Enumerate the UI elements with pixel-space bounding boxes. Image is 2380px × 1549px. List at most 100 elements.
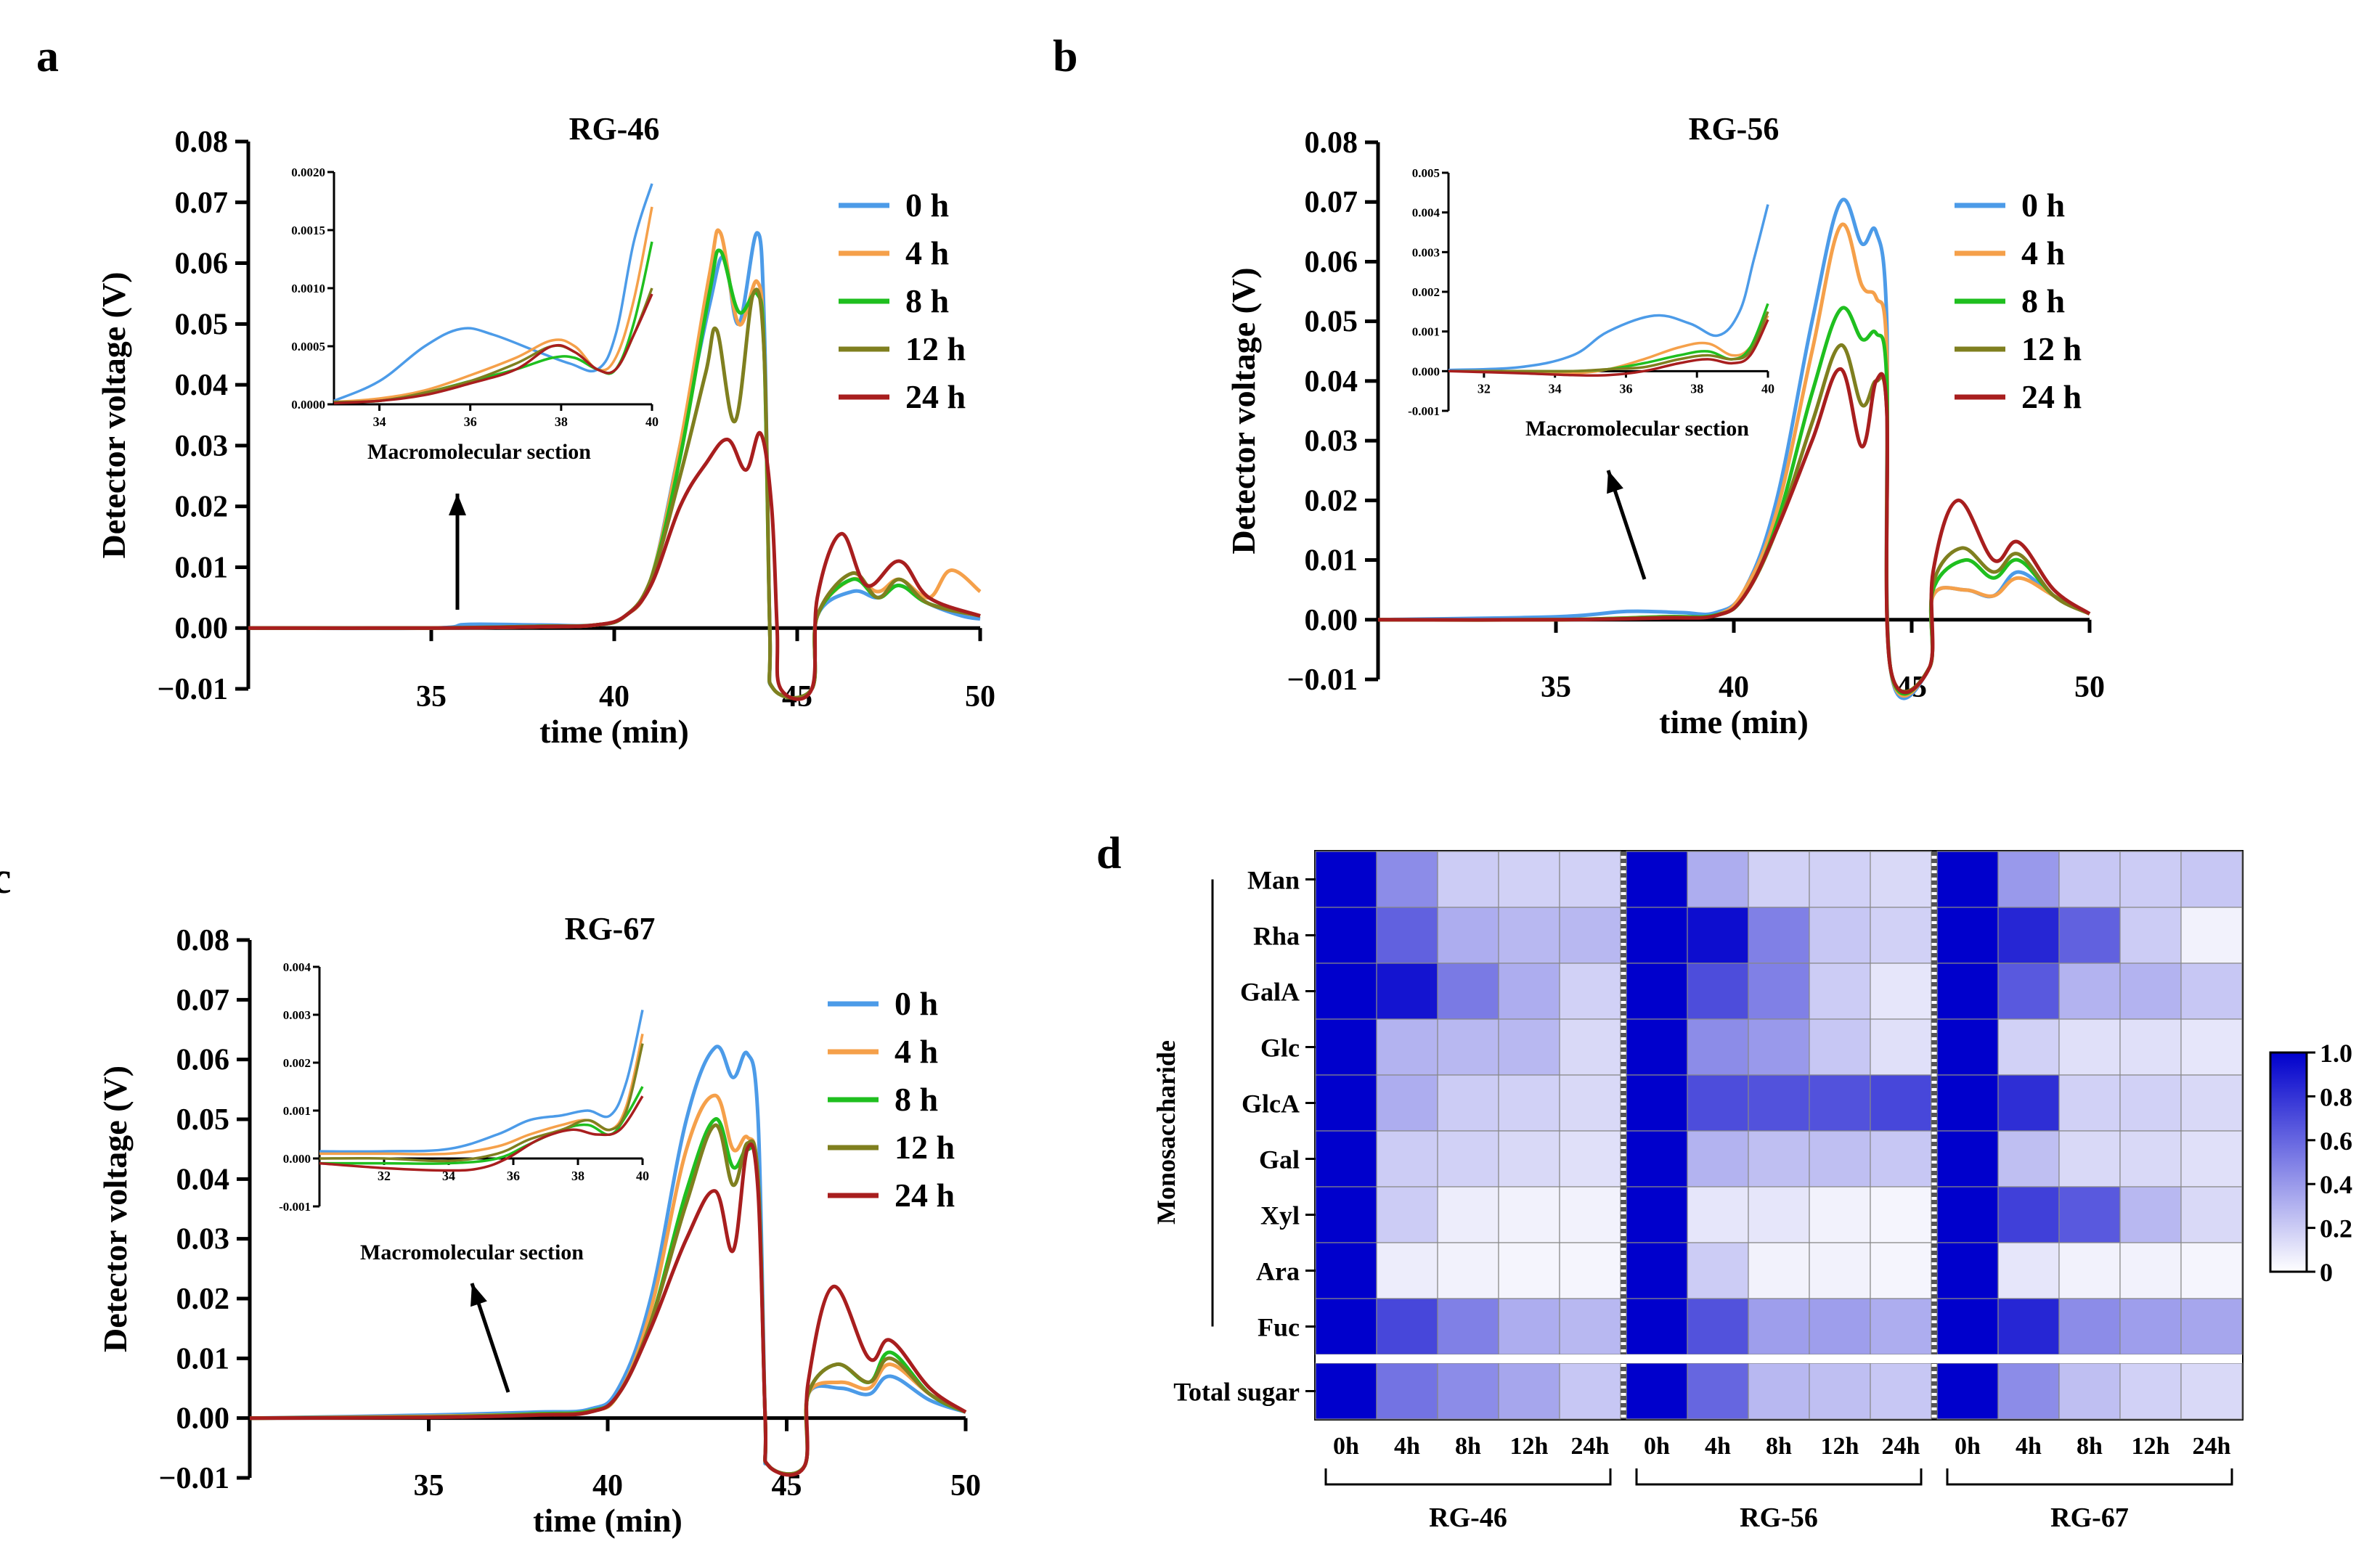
heatmap-cell	[1936, 1074, 1999, 1132]
panel-b-xlabel: time (min)	[1659, 703, 1809, 740]
heatmap-cell	[2180, 907, 2243, 964]
heatmap-cell	[1376, 1242, 1438, 1299]
heatmap-group-bracket	[1635, 1468, 1923, 1486]
heatmap-cell	[1559, 1130, 1621, 1188]
panel-c-inset-ytick-label: 0.003	[283, 1008, 311, 1022]
panel-a-ylabel: Detector voltage (V)	[95, 271, 132, 558]
heatmap-cell	[2058, 1018, 2121, 1076]
heatmap-cell	[1687, 1018, 1749, 1076]
heatmap-cell	[1315, 1074, 1377, 1132]
heatmap-cell	[2119, 1298, 2182, 1355]
heatmap-cell	[1748, 1074, 1810, 1132]
panel-a-xtick-label: 40	[599, 680, 629, 714]
panel-b-xtick-label: 35	[1541, 671, 1571, 704]
heatmap-cell	[2180, 1130, 2243, 1188]
panel-c-inset-xtick-label: 34	[442, 1169, 455, 1183]
heatmap-cell	[2180, 1298, 2243, 1355]
panel-b-inset: -0.001 0.000 0.001 0.002 0.003 0.004 0.005 32 34…	[1408, 166, 1774, 418]
heatmap-row-label: Gal	[1259, 1145, 1300, 1174]
panel-c-inset-xtick-label: 36	[507, 1169, 520, 1183]
panel-c-inset-xtick-label: 38	[571, 1169, 584, 1183]
heatmap-cell	[1997, 1298, 2060, 1355]
heatmap-column-label: 0h	[1333, 1433, 1359, 1460]
panel-b-series-line	[1377, 367, 2091, 695]
heatmap-cell	[1997, 1074, 2060, 1132]
panel-b-inset-xtick-label: 32	[1478, 381, 1491, 396]
heatmap-cell	[1626, 851, 1688, 908]
heatmap-cell	[2058, 962, 2121, 1020]
heatmap-cell	[1498, 1130, 1560, 1188]
panel-c-series-line	[249, 1142, 967, 1477]
heatmap-cell	[1315, 962, 1377, 1020]
panel-c-legend-label: 12 h	[894, 1129, 955, 1166]
heatmap-cell	[1437, 1298, 1499, 1355]
panel-a-legend-label: 12 h	[905, 330, 966, 367]
panel-b-ytick-label: 0.08	[1305, 126, 1358, 160]
heatmap-cell	[1559, 851, 1621, 908]
panel-b-ytick-label: 0.01	[1305, 544, 1358, 578]
heatmap-cell	[1687, 962, 1749, 1020]
panel-c-inset-series-line	[319, 1010, 644, 1153]
heatmap-column-label: 0h	[1955, 1433, 1981, 1460]
heatmap-cell	[1626, 1130, 1688, 1188]
heatmap-cell	[1626, 1298, 1688, 1355]
heatmap-cell	[1498, 1298, 1560, 1355]
heatmap-cell	[1315, 1186, 1377, 1243]
panel-c-legend-label: 24 h	[894, 1177, 955, 1214]
heatmap-cell	[2119, 1186, 2182, 1243]
panel-b-ytick-label: 0.02	[1305, 484, 1358, 518]
panel-a-ytick-label: 0.06	[175, 248, 229, 281]
panel-a-ytick-label: 0.07	[175, 187, 229, 220]
heatmap-cell	[1315, 1242, 1377, 1299]
heatmap-cell	[1376, 1298, 1438, 1355]
heatmap-cell	[1870, 907, 1932, 964]
panel-a-inset-ytick-label: 0.0015	[291, 224, 325, 237]
heatmap-cell	[1437, 1130, 1499, 1188]
panel-a-ytick-label: 0.03	[175, 430, 229, 463]
panel-b-inset-xtick-label: 40	[1761, 381, 1774, 396]
heatmap-cell	[1748, 1242, 1810, 1299]
heatmap-cell	[1315, 1018, 1377, 1076]
heatmap-cell	[1936, 1018, 1999, 1076]
heatmap-cell	[1687, 1362, 1749, 1420]
panel-c-inset-xtick-label: 32	[378, 1169, 391, 1183]
heatmap-row-label: GalA	[1240, 978, 1300, 1007]
heatmap-cell	[1498, 1362, 1560, 1420]
heatmap-column-label: 4h	[1705, 1433, 1731, 1460]
panel-c-legend-label: 0 h	[894, 985, 938, 1022]
heatmap-column-label: 24h	[1571, 1433, 1610, 1460]
panel-c-ytick-label: 0.02	[176, 1283, 230, 1316]
heatmap-cell	[1437, 851, 1499, 908]
panel-b-ylabel: Detector voltage (V)	[1225, 267, 1262, 554]
panel-a-inset-series-line	[333, 293, 653, 405]
panel-d: d 0h 4h 8h 12h 24h RG-46 0h 4h 8h 12h 24h RG-56 0h 4h 8…	[1096, 829, 2352, 1533]
heatmap-cell	[1870, 962, 1932, 1020]
heatmap-cell	[1936, 907, 1999, 964]
heatmap-cell	[1936, 851, 1999, 908]
heatmap-cell	[1687, 1298, 1749, 1355]
heatmap-cell	[1936, 1130, 1999, 1188]
heatmap-cell	[1809, 1074, 1871, 1132]
panel-a-legend-label: 8 h	[905, 282, 949, 319]
heatmap-cell	[1376, 1130, 1438, 1188]
panel-a-letter: a	[36, 32, 59, 81]
panel-c-ytick-label: 0.05	[176, 1103, 230, 1137]
heatmap-cell	[1748, 1362, 1810, 1420]
panel-b-inset-series-line	[1448, 314, 1769, 375]
heatmap-cell	[1376, 1018, 1438, 1076]
colorbar-tick-label: 0.2	[2320, 1214, 2352, 1243]
heatmap-cell	[1809, 851, 1871, 908]
colorbar-tick-label: 0.6	[2320, 1127, 2352, 1156]
heatmap-cell	[1376, 962, 1438, 1020]
heatmap-cell	[1748, 1298, 1810, 1355]
heatmap-cell	[2058, 1362, 2121, 1420]
panel-c-inset: -0.001 0.000 0.001 0.002 0.003 0.004 32 34 36 38 4…	[279, 960, 649, 1214]
heatmap-cell	[1498, 1242, 1560, 1299]
panel-a: a RG-46 −0.01 0.00 0.01 0.02 0.03 0.04 0.05 0.06 0…	[36, 32, 995, 750]
heatmap-cell	[1687, 1074, 1749, 1132]
panel-c: c RG-67 −0.01 0.00 0.01 0.02 0.03 0.04 0.05 0.06 0…	[0, 854, 981, 1539]
heatmap-cell	[1437, 907, 1499, 964]
heatmap-cell	[1437, 1362, 1499, 1420]
panel-b-arrow-head	[1607, 470, 1623, 494]
heatmap-cell	[1687, 907, 1749, 964]
